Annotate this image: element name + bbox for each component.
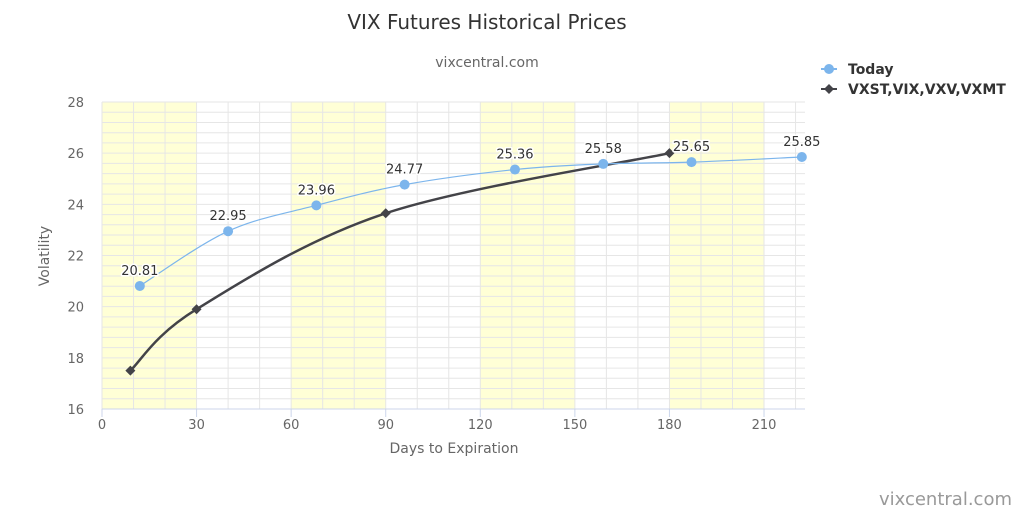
legend-marker	[824, 84, 834, 94]
data-point	[399, 179, 410, 190]
data-point	[380, 208, 391, 219]
data-label: 23.96	[298, 183, 335, 198]
legend: Today VXST,VIX,VXV,VXMT	[821, 62, 1006, 98]
legend-label: Today	[848, 62, 893, 78]
data-label: 25.65	[673, 140, 710, 155]
x-tick-label: 60	[283, 418, 300, 433]
y-tick-label: 18	[67, 352, 84, 367]
x-tick-label: 150	[562, 418, 587, 433]
data-labels: 20.81 22.95 23.96 24.77 25.36 25.58 25.65 25.85	[120, 134, 822, 281]
y-axis-title: Volatility	[37, 226, 53, 286]
x-tick-label: 30	[188, 418, 205, 433]
data-point	[125, 365, 136, 376]
data-point	[598, 158, 609, 169]
series-line-vxst-vix-vxv-vxmt	[129, 151, 670, 372]
data-point	[134, 280, 145, 291]
data-point	[311, 200, 322, 211]
x-axis-title: Days to Expiration	[390, 441, 519, 457]
credit-text[interactable]: vixcentral.com	[879, 489, 1012, 510]
data-point	[509, 164, 520, 175]
y-tick-label: 20	[67, 301, 84, 316]
data-point	[223, 226, 234, 237]
data-label: 22.95	[209, 209, 246, 224]
x-tick-label: 0	[98, 418, 106, 433]
data-point	[191, 304, 202, 315]
data-point	[796, 152, 807, 163]
legend-marker	[824, 64, 834, 74]
y-tick-label: 28	[67, 96, 84, 111]
chart-subtitle: vixcentral.com	[435, 55, 538, 71]
data-label: 20.81	[121, 264, 158, 279]
legend-item[interactable]: VXST,VIX,VXV,VXMT	[821, 82, 1006, 98]
chart-title: VIX Futures Historical Prices	[347, 10, 626, 34]
legend-item[interactable]: Today	[821, 62, 893, 78]
data-label: 25.85	[783, 135, 820, 150]
x-tick-label: 90	[377, 418, 394, 433]
y-tick-label: 26	[67, 147, 84, 162]
x-tick-label: 180	[657, 418, 682, 433]
x-tick-label: 120	[468, 418, 493, 433]
series-layer	[125, 148, 807, 376]
data-point	[664, 148, 675, 159]
y-tick-label: 22	[67, 250, 84, 265]
y-tick-label: 16	[67, 403, 84, 418]
axes: 16 18 20 22 24 26 28 0 30 60 90 120 150 180 210	[67, 96, 805, 433]
data-label: 25.58	[585, 142, 622, 157]
data-point	[686, 157, 697, 168]
legend-label: VXST,VIX,VXV,VXMT	[848, 82, 1006, 98]
data-label: 24.77	[386, 163, 423, 178]
x-tick-label: 210	[752, 418, 777, 433]
data-label: 25.36	[496, 148, 533, 163]
y-tick-label: 24	[67, 198, 84, 213]
